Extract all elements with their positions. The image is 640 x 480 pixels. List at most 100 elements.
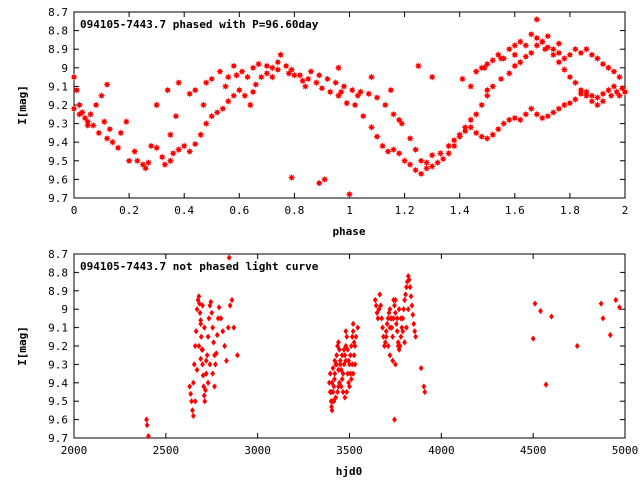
light-curve-data-point: [336, 339, 341, 346]
light-curve-data-point: [385, 342, 391, 350]
phased-data-point: [351, 101, 359, 109]
phased-data-point: [423, 164, 431, 172]
phased-data-point: [571, 95, 580, 104]
light-curve-data-point: [402, 296, 407, 304]
light-curve-data-point: [381, 342, 387, 350]
light-curve-data-point: [212, 383, 217, 390]
light-curve-data-point: [386, 309, 392, 316]
phased-data-point: [288, 66, 296, 74]
light-curve-data-point: [352, 342, 358, 350]
phased-data-point: [263, 69, 271, 77]
phased-data-point: [354, 92, 362, 100]
light-curve-data-point: [342, 394, 348, 401]
phased-data-point: [406, 134, 414, 143]
light-curve-data-point: [196, 342, 202, 350]
phased-data-point: [75, 101, 84, 109]
light-curve-data-point: [144, 422, 150, 429]
phased-data-point: [412, 166, 420, 174]
light-curve-data-point: [200, 302, 205, 309]
light-curve-chart-title: 094105-7443.7 not phased light curve: [80, 260, 319, 273]
phased-data-point: [494, 125, 502, 133]
phased-x-axis-label: phase: [332, 225, 365, 238]
phased-data-point: [318, 84, 326, 92]
phased-data-point: [337, 88, 345, 96]
light-curve-data-point: [206, 315, 212, 322]
phased-y-tick-label: 8.8: [48, 25, 68, 38]
phased-data-point: [117, 129, 125, 137]
phased-y-tick-label: 8.7: [48, 6, 68, 19]
phased-x-tick-label: 0.4: [174, 204, 194, 217]
light-curve-data-point: [226, 254, 232, 261]
phased-data-point: [235, 86, 243, 94]
phased-data-point: [423, 159, 431, 167]
light-curve-data-point: [190, 407, 195, 414]
light-curve-data-point: [412, 328, 418, 335]
phased-data-point: [434, 159, 442, 167]
phased-data-point: [555, 58, 563, 66]
phased-data-point: [312, 79, 321, 87]
light-curve-data-point: [607, 331, 613, 339]
light-curve-y-tick-label: 9.2: [48, 340, 68, 353]
phased-data-point: [299, 77, 307, 85]
light-curve-y-tick-label: 8.8: [48, 266, 68, 279]
phased-data-point: [478, 101, 486, 109]
phased-data-point: [257, 73, 265, 81]
light-curve-data-point: [329, 403, 334, 410]
phased-data-point: [343, 99, 351, 107]
phased-data-point: [560, 54, 568, 63]
light-curve-data-point: [198, 355, 204, 362]
light-curve-data-point: [193, 328, 199, 335]
light-curve-x-tick-label: 2000: [61, 444, 88, 457]
phased-data-point: [511, 114, 519, 122]
phased-data-point: [483, 86, 491, 94]
phased-data-point: [175, 146, 183, 154]
light-curve-data-point: [373, 302, 379, 309]
light-curve-data-point: [394, 315, 400, 322]
light-curve-x-tick-label: 3000: [244, 444, 271, 457]
phased-data-point: [282, 62, 290, 70]
phased-data-point: [186, 90, 194, 98]
light-curve-data-point: [574, 342, 580, 350]
light-curve-data-point: [210, 370, 216, 377]
light-curve-data-point: [342, 352, 348, 359]
light-curve-data-point: [390, 357, 396, 364]
phased-data-point: [166, 131, 175, 139]
light-curve-data-point: [393, 309, 398, 316]
phased-data-point: [332, 79, 340, 87]
light-curve-data-point: [235, 352, 240, 359]
phased-data-point: [450, 136, 458, 144]
light-curve-data-point: [227, 302, 233, 309]
phased-data-point: [70, 105, 78, 113]
phased-data-point: [202, 120, 210, 128]
phased-data-point: [274, 66, 282, 74]
phased-data-point: [186, 147, 194, 156]
phased-data-point: [511, 41, 519, 50]
phased-data-point: [588, 92, 596, 100]
light-curve-data-point: [205, 379, 211, 386]
light-curve-data-point: [395, 342, 401, 350]
light-curve-data-point: [348, 370, 353, 377]
light-curve-data-point: [411, 320, 417, 328]
phased-data-point: [593, 101, 602, 109]
phased-data-point: [202, 79, 210, 87]
phased-data-point: [533, 15, 541, 24]
light-curve-data-point: [402, 339, 407, 346]
phased-data-point: [153, 144, 161, 152]
phased-chart-title: 094105-7443.7 phased with P=96.60day: [80, 18, 319, 31]
phased-data-point: [489, 131, 497, 139]
light-curve-y-tick-label: 8.7: [48, 248, 68, 261]
light-curve-data-point: [403, 291, 408, 298]
light-curve-data-point: [422, 388, 428, 396]
light-curve-data-point: [330, 364, 336, 372]
phased-data-point: [428, 151, 436, 159]
phased-data-point: [315, 71, 323, 79]
light-curve-data-point: [383, 333, 389, 340]
light-curve-data-point: [413, 333, 419, 340]
light-curve-data-point: [337, 357, 343, 364]
phased-data-point: [593, 54, 602, 63]
phased-y-tick-label: 9.2: [48, 99, 68, 112]
light-curve-data-point: [216, 304, 222, 311]
light-curve-data-point: [332, 370, 338, 377]
phased-data-point: [417, 157, 425, 165]
phased-data-point: [164, 86, 172, 94]
